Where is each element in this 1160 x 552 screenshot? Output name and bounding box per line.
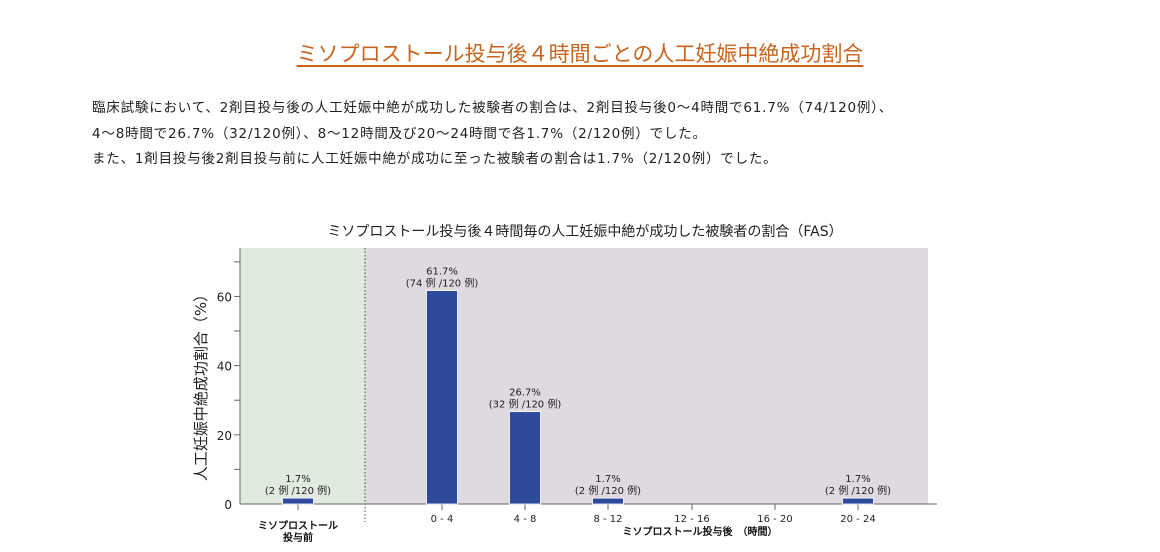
x-tick-label: 4 - 8: [514, 514, 537, 525]
x-axis-label: ミソプロストール投与後 （時間）: [623, 525, 778, 538]
x-tick-label: 20 - 24: [840, 514, 875, 525]
y-axis-label: 人工妊娠中絶成功割合（%）: [192, 287, 210, 481]
data-label-count: (2 例 /120 例): [825, 484, 891, 497]
x-tick-label: 8 - 12: [593, 514, 622, 525]
x-tick-label: 16 - 20: [757, 514, 792, 525]
data-label-percent: 1.7%: [595, 474, 620, 485]
data-label-count: (74 例 /120 例): [406, 277, 479, 290]
x-tick-label-pre: ミソプロストール: [258, 519, 338, 532]
bar: [592, 497, 624, 505]
pre-dose-region: [240, 248, 365, 504]
paragraph-line: 臨床試験において、2剤目投与後の人工妊娠中絶が成功した被験者の割合は、2剤目投与…: [92, 100, 894, 116]
data-label-count: (2 例 /120 例): [265, 484, 331, 497]
data-label-percent: 1.7%: [285, 474, 310, 485]
y-tick-label: 40: [217, 360, 232, 374]
x-tick-label: 0 - 4: [431, 514, 454, 525]
data-label-percent: 61.7%: [426, 267, 458, 278]
chart-title: ミソプロストール投与後４時間毎の人工妊娠中絶が成功した被験者の割合（FAS）: [327, 223, 842, 240]
data-label-count: (2 例 /120 例): [575, 484, 641, 497]
page-title: ミソプロストール投与後４時間ごとの人工妊娠中絶成功割合: [0, 38, 1160, 68]
paragraph-line: 4～8時間で26.7%（32/120例）、8～12時間及び20～24時間で各1.…: [92, 125, 707, 142]
description-paragraph: 臨床試験において、2剤目投与後の人工妊娠中絶が成功した被験者の割合は、2剤目投与…: [92, 96, 893, 173]
bar: [426, 290, 458, 505]
data-label-percent: 26.7%: [509, 388, 541, 399]
bar: [509, 411, 541, 505]
paragraph-line: また、1剤目投与後2剤目投与前に人工妊娠中絶が成功に至った被験者の割合は1.7%…: [92, 151, 778, 167]
page-title-text: ミソプロストール投与後４時間ごとの人工妊娠中絶成功割合: [296, 42, 864, 66]
data-label-percent: 1.7%: [845, 474, 870, 485]
x-tick-label: 12 - 16: [674, 514, 709, 525]
post-dose-region: [365, 248, 928, 504]
bar: [282, 497, 314, 505]
y-tick-label: 60: [217, 290, 232, 304]
data-label-count: (32 例 /120 例): [489, 398, 562, 411]
y-tick-label: 20: [217, 429, 232, 443]
y-tick-label: 0: [224, 498, 232, 512]
bar: [842, 497, 874, 505]
x-tick-label-pre: 投与前: [283, 531, 313, 544]
